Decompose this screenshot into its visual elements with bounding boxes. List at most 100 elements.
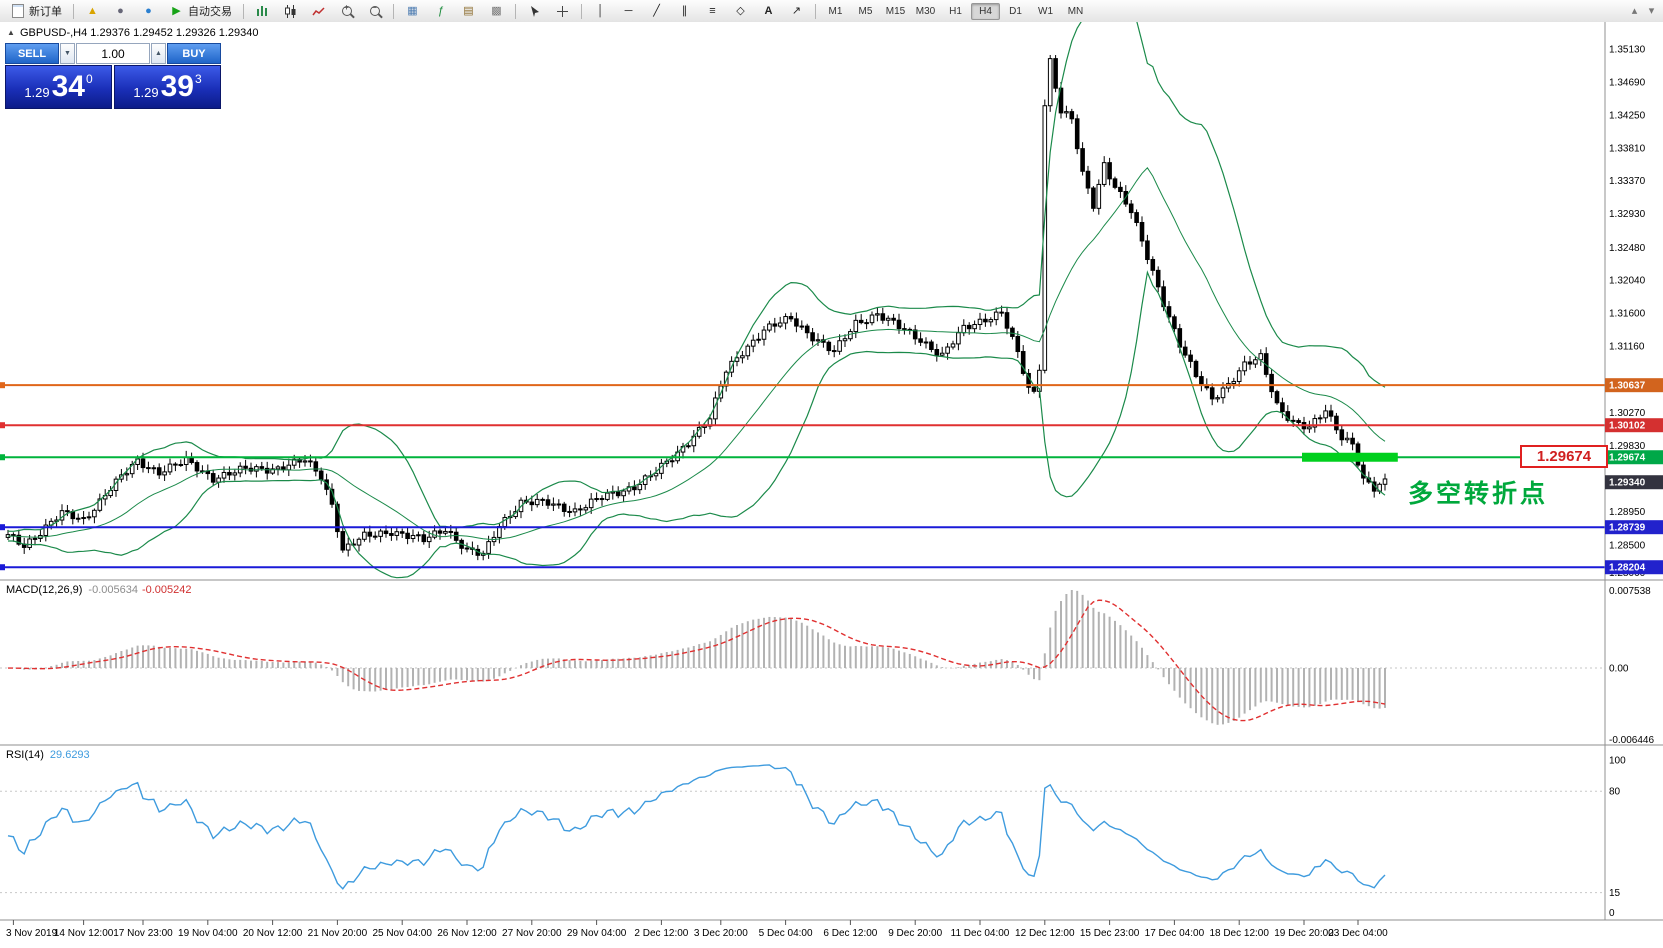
- chart-bars-button[interactable]: [249, 1, 276, 21]
- macd-axis-label: 0.00: [1609, 664, 1629, 675]
- chart-canvas[interactable]: 1.35130 1.34690 1.34250 1.33810 1.33370 1.329…: [0, 22, 1663, 948]
- toolbar-collapse-icon[interactable]: ▴: [1631, 4, 1638, 17]
- one-click-trading-panel: SELL ▼ 1.00 ▲ BUY 1.29 34 0 1.29 39 3: [5, 43, 221, 109]
- zoom-out-button[interactable]: −: [361, 1, 388, 21]
- price-axis-label: 1.32930: [1609, 209, 1646, 220]
- new-order-button[interactable]: 新订单: [4, 1, 68, 21]
- line-chart-icon: [311, 4, 326, 19]
- tf-h4-button[interactable]: H4: [971, 2, 1000, 20]
- cursor-button[interactable]: [521, 1, 548, 21]
- tf-m15-button[interactable]: M15: [885, 5, 906, 17]
- play-icon: ▶: [172, 4, 181, 17]
- volume-decrease-button[interactable]: ▼: [60, 43, 75, 64]
- buy-price-big: 39: [160, 70, 194, 103]
- macd-signal-value: -0.005242: [141, 584, 192, 596]
- sell-price-display[interactable]: 1.29 34 0: [5, 65, 112, 109]
- volume-input[interactable]: 1.00: [76, 43, 150, 64]
- bar-chart-icon: [255, 4, 270, 19]
- zoom-in-button[interactable]: +: [333, 1, 360, 21]
- tf-m30-button[interactable]: M30: [915, 5, 936, 17]
- price-axis-label: 1.33810: [1609, 143, 1646, 154]
- turning-point-highlight[interactable]: [1302, 452, 1398, 462]
- price-tag-1.29674: [1605, 450, 1663, 465]
- tf-h1-button[interactable]: H1: [949, 5, 962, 17]
- price-tag-text: 1.30637: [1609, 381, 1646, 392]
- price-axis-label: 1.35130: [1609, 45, 1646, 56]
- crosshair-button[interactable]: [549, 1, 576, 21]
- tf-mn-button[interactable]: MN: [1067, 5, 1084, 17]
- rsi-panel: [0, 764, 1605, 894]
- price-tag-1.28204: [1605, 560, 1663, 575]
- tf-d1-button[interactable]: D1: [1009, 5, 1022, 17]
- price-axis-label: 1.34690: [1609, 77, 1646, 88]
- time-axis-label: 14 Nov 12:00: [54, 928, 114, 939]
- price-axis-label: 1.31160: [1609, 342, 1645, 353]
- time-axis-label: 9 Dec 20:00: [888, 928, 942, 939]
- price-tag-1.30637: [1605, 378, 1663, 393]
- buy-button[interactable]: BUY: [167, 43, 221, 64]
- zoom-out-icon: −: [367, 4, 382, 19]
- macd-main-value: -0.005634: [88, 584, 138, 596]
- one-click-collapse-icon[interactable]: ▲: [7, 28, 15, 37]
- globe-button[interactable]: ●: [135, 1, 162, 21]
- time-axis-label: 6 Dec 12:00: [823, 928, 877, 939]
- tf-w1-button[interactable]: W1: [1038, 5, 1053, 17]
- volume-increase-button[interactable]: ▲: [151, 43, 166, 64]
- chart-candles-button[interactable]: [277, 1, 304, 21]
- grid-icon: ▩: [491, 4, 502, 17]
- rsi-axis-label: 0: [1609, 908, 1615, 919]
- arrow-objects-icon: ↗: [791, 4, 802, 17]
- bollinger-lower-band: [8, 270, 1386, 579]
- trendline-button[interactable]: ╱: [643, 1, 670, 21]
- rsi-title: RSI(14): [6, 749, 44, 761]
- time-axis-label: 23 Dec 04:00: [1328, 928, 1388, 939]
- fibonacci-icon: ≡: [709, 4, 716, 17]
- price-tag-text: 1.28204: [1609, 563, 1646, 574]
- grid-button[interactable]: ▩: [483, 1, 510, 21]
- buy-price-prefix: 1.29: [133, 85, 159, 100]
- bollinger-middle-band: [8, 167, 1386, 541]
- templates-icon: ▤: [463, 4, 474, 17]
- user-button[interactable]: ●: [107, 1, 134, 21]
- macd-axis-label: 0.007538: [1609, 586, 1651, 597]
- price-axis-label: 1.32040: [1609, 276, 1646, 287]
- toolbar-separator: [393, 3, 394, 19]
- hline-left-tag: [0, 524, 5, 531]
- turning-point-price-label[interactable]: 1.29674: [1520, 445, 1608, 468]
- tf-m5-button[interactable]: M5: [858, 5, 873, 17]
- price-tag-1.29340: [1605, 475, 1663, 490]
- fibonacci-button[interactable]: ≡: [699, 1, 726, 21]
- sell-price-big: 34: [51, 70, 85, 103]
- arrows-button[interactable]: ↗: [783, 1, 810, 21]
- globe-icon: ●: [145, 4, 152, 17]
- buy-price-sup: 3: [195, 72, 202, 86]
- channel-button[interactable]: ∥: [671, 1, 698, 21]
- time-axis-label: 15 Dec 23:00: [1080, 928, 1140, 939]
- text-button[interactable]: A: [755, 1, 782, 21]
- time-axis-label: 26 Nov 12:00: [437, 928, 497, 939]
- price-axis-label: 1.34250: [1609, 110, 1646, 121]
- indicators-button[interactable]: ƒ: [427, 1, 454, 21]
- tile-windows-button[interactable]: ▦: [399, 1, 426, 21]
- vertical-line-button[interactable]: │: [587, 1, 614, 21]
- shapes-icon: ◇: [736, 4, 745, 17]
- sell-button[interactable]: SELL: [5, 43, 59, 64]
- hat-button[interactable]: ▲: [79, 1, 106, 21]
- price-axis-label: 1.28500: [1609, 541, 1646, 552]
- price-axis-label: 1.31600: [1609, 309, 1646, 320]
- toolbar-overflow-icon[interactable]: ▾: [1648, 4, 1655, 17]
- chart-line-button[interactable]: [305, 1, 332, 21]
- time-axis-label: 18 Dec 12:00: [1209, 928, 1269, 939]
- autotrading-label: 自动交易: [188, 6, 232, 18]
- tile-windows-icon: ▦: [407, 4, 418, 17]
- horizontal-line-button[interactable]: ─: [615, 1, 642, 21]
- autotrading-button[interactable]: ▶ 自动交易: [163, 1, 238, 21]
- tf-m1-button[interactable]: M1: [828, 5, 843, 17]
- time-axis-label: 29 Nov 04:00: [567, 928, 627, 939]
- turning-point-annotation[interactable]: 多空转折点: [1408, 480, 1549, 508]
- buy-price-display[interactable]: 1.29 39 3: [114, 65, 221, 109]
- shapes-button[interactable]: ◇: [727, 1, 754, 21]
- price-tag-text: 1.29674: [1609, 453, 1646, 464]
- templates-button[interactable]: ▤: [455, 1, 482, 21]
